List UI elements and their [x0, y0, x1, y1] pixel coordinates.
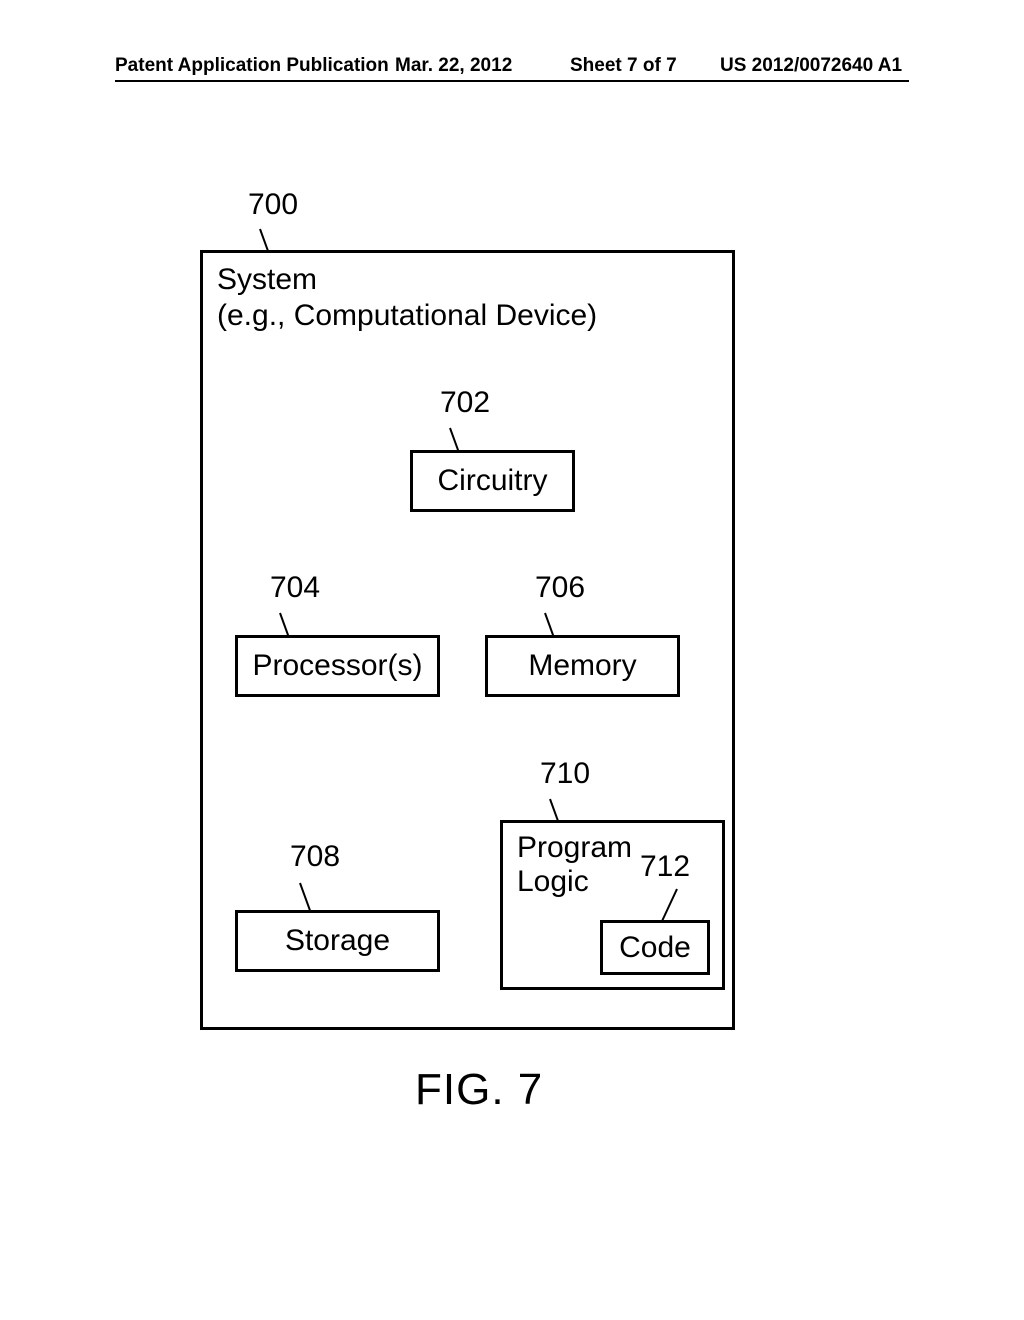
ref-702: 702 [440, 386, 490, 420]
header-rule [115, 80, 909, 82]
figure-label: FIG. 7 [415, 1065, 543, 1115]
ref-700: 700 [248, 188, 298, 222]
program-label-line1: Program [517, 831, 632, 865]
ref-710: 710 [540, 757, 590, 791]
processor-box: Processor(s) [235, 635, 440, 697]
processor-label: Processor(s) [252, 649, 422, 683]
header-publication: Patent Application Publication [115, 55, 389, 77]
header-pubnum: US 2012/0072640 A1 [720, 55, 902, 77]
header-sheet: Sheet 7 of 7 [570, 55, 677, 77]
memory-label: Memory [528, 649, 636, 683]
storage-label: Storage [285, 924, 390, 958]
figure-7-diagram: 700 System (e.g., Computational Device) … [115, 120, 909, 1220]
storage-box: Storage [235, 910, 440, 972]
code-box: Code [600, 920, 710, 975]
ref-704: 704 [270, 571, 320, 605]
page: Patent Application Publication Mar. 22, … [0, 0, 1024, 1320]
ref-712: 712 [640, 850, 690, 884]
header-date: Mar. 22, 2012 [395, 55, 512, 77]
system-title-line2: (e.g., Computational Device) [217, 299, 597, 333]
memory-box: Memory [485, 635, 680, 697]
circuitry-label: Circuitry [438, 464, 548, 498]
program-label-line2: Logic [517, 865, 589, 899]
system-title-line1: System [217, 263, 317, 297]
ref-706: 706 [535, 571, 585, 605]
code-label: Code [619, 931, 691, 965]
ref-708: 708 [290, 840, 340, 874]
circuitry-box: Circuitry [410, 450, 575, 512]
